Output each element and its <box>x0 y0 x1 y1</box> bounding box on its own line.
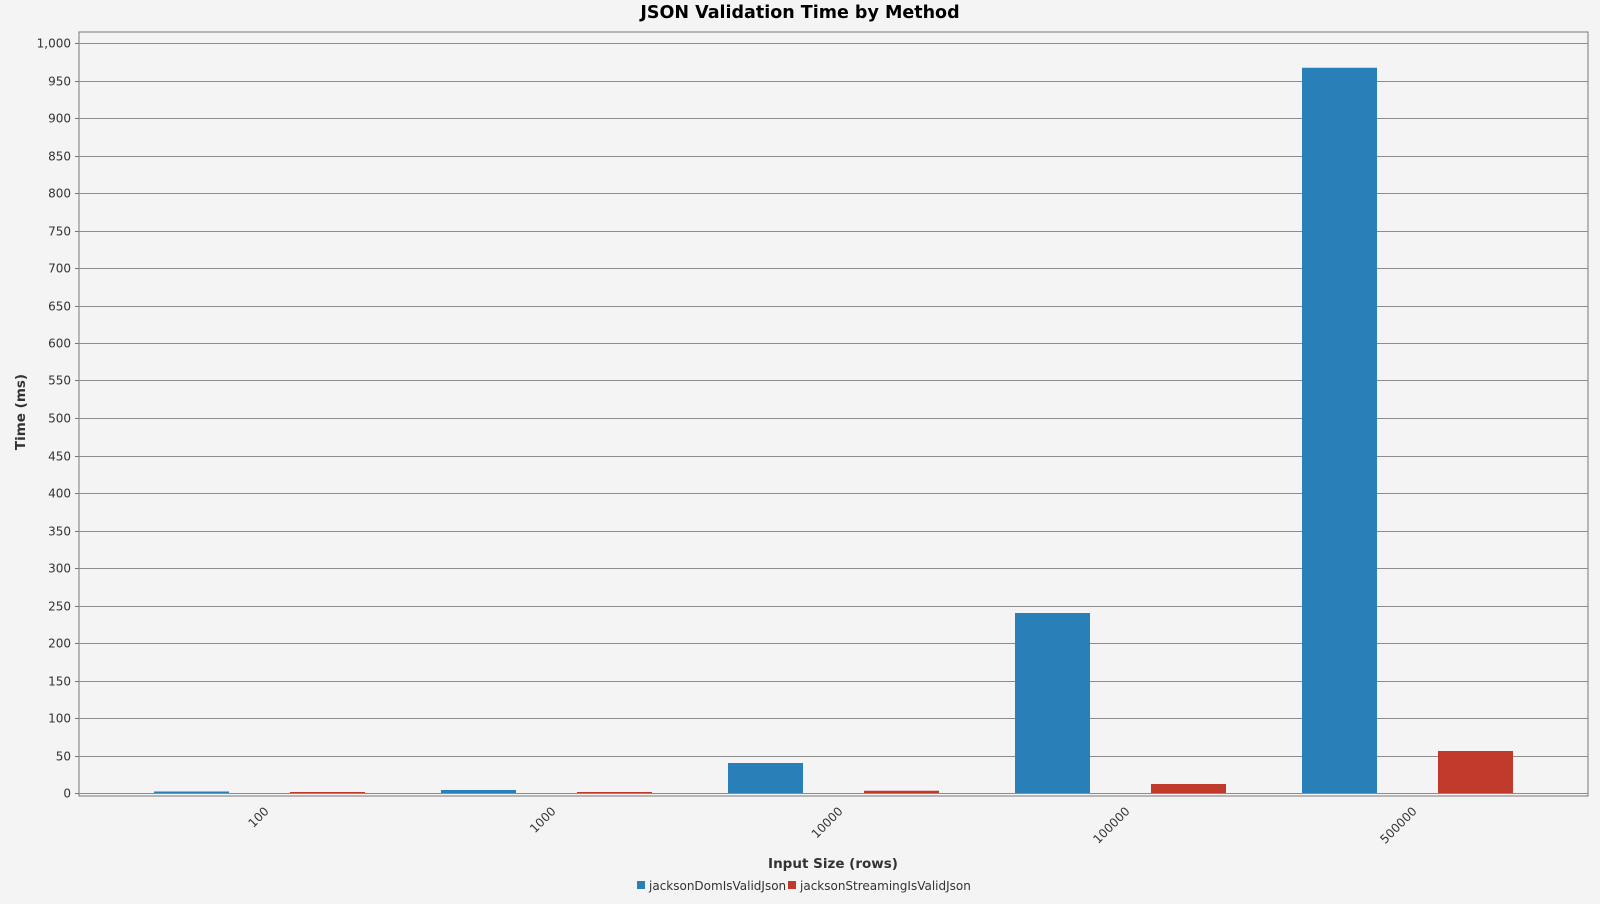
y-axis-ticks: 0 50 100 150 200 250 300 350 400 450 500 550 600 650 7… <box>37 37 79 801</box>
bar-jacksonDomIsValidJson-100000 <box>1015 613 1090 793</box>
bar-jacksonStreamingIsValidJson-1000 <box>577 792 652 793</box>
y-tick-label: 400 <box>48 487 71 501</box>
bar-jacksonDomIsValidJson-10000 <box>728 763 803 793</box>
x-tick-label: 500000 <box>1377 804 1419 846</box>
bar-jacksonStreamingIsValidJson-100 <box>290 792 365 793</box>
y-tick-label: 600 <box>48 337 71 351</box>
y-tick-label: 50 <box>56 750 71 764</box>
chart-title: JSON Validation Time by Method <box>639 3 959 23</box>
y-tick-label: 800 <box>48 187 71 201</box>
y-tick-label: 350 <box>48 525 71 539</box>
y-tick-label: 550 <box>48 374 71 388</box>
y-tick-label: 700 <box>48 262 71 276</box>
y-tick-label: 300 <box>48 562 71 576</box>
legend-swatch-jacksonStreamingIsValidJson <box>788 881 796 889</box>
x-tick-label: 100000 <box>1090 804 1132 846</box>
y-tick-label: 900 <box>48 112 71 126</box>
y-tick-label: 950 <box>48 75 71 89</box>
x-tick-label: 100 <box>246 804 272 830</box>
y-tick-label: 750 <box>48 225 71 239</box>
bar-jacksonDomIsValidJson-500000 <box>1302 67 1377 793</box>
legend-swatch-jacksonDomIsValidJson <box>637 881 645 889</box>
y-tick-label: 500 <box>48 412 71 426</box>
y-tick-label: 1,000 <box>37 37 71 51</box>
legend-label-jacksonStreamingIsValidJson: jacksonStreamingIsValidJson <box>799 879 971 893</box>
x-axis-title: Input Size (rows) <box>768 856 898 872</box>
legend: jacksonDomIsValidJson jacksonStreamingIsV… <box>637 879 971 893</box>
x-axis-ticks: 100 1000 10000 100000 500000 <box>246 804 1420 846</box>
x-tick-label: 10000 <box>809 804 846 841</box>
y-tick-label: 450 <box>48 450 71 464</box>
bar-jacksonStreamingIsValidJson-500000 <box>1438 751 1513 793</box>
bar-jacksonDomIsValidJson-100 <box>154 791 229 793</box>
y-tick-label: 850 <box>48 150 71 164</box>
y-tick-label: 100 <box>48 712 71 726</box>
y-tick-label: 250 <box>48 600 71 614</box>
legend-label-jacksonDomIsValidJson: jacksonDomIsValidJson <box>648 879 786 893</box>
y-tick-label: 150 <box>48 675 71 689</box>
bar-jacksonStreamingIsValidJson-100000 <box>1151 784 1226 793</box>
y-tick-label: 200 <box>48 637 71 651</box>
y-tick-label: 0 <box>63 787 71 801</box>
y-axis-title: Time (ms) <box>13 374 29 450</box>
bar-jacksonDomIsValidJson-1000 <box>441 790 516 793</box>
bar-jacksonStreamingIsValidJson-10000 <box>864 790 939 793</box>
x-tick-label: 1000 <box>527 804 558 835</box>
bars <box>154 67 1513 793</box>
y-tick-label: 650 <box>48 300 71 314</box>
